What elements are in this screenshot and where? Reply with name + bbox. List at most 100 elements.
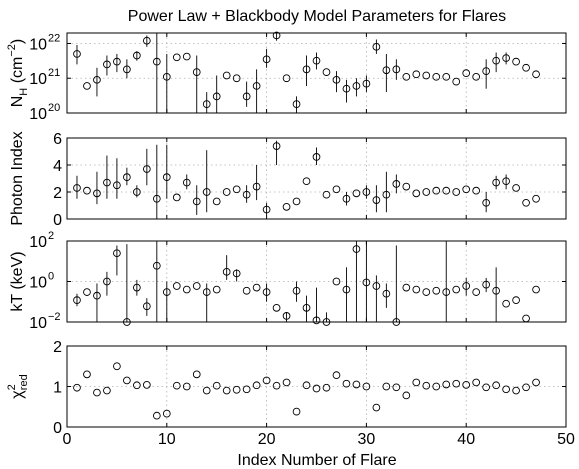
data-point [482, 67, 491, 75]
data-point [522, 314, 530, 323]
data-point [502, 299, 510, 308]
data-point [262, 376, 271, 385]
data-point [342, 379, 351, 388]
data-point [512, 386, 520, 395]
data-point [93, 75, 101, 84]
data-point [272, 381, 281, 390]
data-point [342, 285, 351, 294]
data-point [162, 173, 171, 182]
data-point [352, 380, 361, 389]
data-point [332, 75, 341, 84]
data-point [262, 55, 271, 64]
data-point [452, 77, 461, 86]
data-point [272, 142, 281, 150]
x-tick-label: 30 [358, 431, 376, 448]
y-tick-label: 6 [53, 131, 62, 148]
data-point [152, 194, 161, 203]
data-point [162, 288, 171, 296]
data-point [402, 72, 411, 81]
y-tick-label: 10 [29, 71, 47, 88]
data-point [282, 203, 291, 211]
data-point [432, 286, 441, 295]
x-tick-label: 20 [258, 431, 276, 448]
data-point [222, 71, 231, 80]
data-point [192, 282, 201, 290]
data-point [422, 288, 431, 296]
data-point [182, 178, 191, 187]
data-point [422, 188, 431, 196]
data-point [192, 197, 201, 206]
y-axis-label: Photon Index [9, 131, 26, 225]
data-point [372, 42, 381, 51]
data-point [73, 296, 81, 304]
data-point [222, 386, 231, 395]
data-point [93, 388, 101, 397]
data-point [113, 57, 121, 66]
data-point [262, 288, 271, 296]
data-point [342, 194, 351, 203]
data-point [382, 66, 391, 75]
data-point [133, 188, 141, 196]
data-point [73, 383, 81, 392]
data-point [402, 391, 411, 400]
data-point [232, 74, 241, 83]
data-point [133, 381, 141, 390]
data-point [512, 184, 520, 192]
data-point [442, 186, 451, 195]
data-point [322, 190, 331, 199]
y-axis-label: NH (cm−2) [6, 39, 30, 108]
data-point [172, 193, 181, 202]
data-point [462, 282, 471, 290]
data-point [382, 190, 391, 199]
data-point [292, 100, 301, 108]
data-point [152, 57, 161, 66]
data-point [172, 53, 181, 62]
x-tick-label: 0 [63, 431, 72, 448]
data-point [123, 318, 131, 326]
panel-chi2: 0 1 2 χ2red 0 10 20 30 40 50 [6, 339, 575, 448]
data-point [192, 68, 201, 76]
data-point [472, 72, 481, 81]
data-point [332, 371, 341, 380]
data-point [113, 181, 121, 190]
data-point [312, 384, 321, 393]
y-tick-label-exponent: 20 [48, 102, 60, 114]
data-point [502, 385, 510, 394]
data-point [502, 177, 510, 186]
data-point [362, 382, 371, 391]
data-point [113, 362, 121, 371]
data-point [362, 278, 371, 287]
y-tick-label: 0 [53, 212, 62, 229]
data-point [432, 186, 441, 195]
data-point [123, 376, 131, 385]
data-point [162, 409, 171, 418]
data-point [372, 196, 381, 204]
data-point [352, 82, 361, 90]
data-point [282, 74, 291, 83]
data-point [252, 182, 261, 191]
data-point [382, 289, 391, 298]
data-point [352, 245, 361, 253]
data-point [242, 286, 251, 295]
data-point [532, 194, 540, 203]
data-point [242, 92, 251, 101]
data-point [212, 92, 221, 101]
data-point [292, 407, 301, 416]
data-point [442, 380, 451, 389]
y-axis-label: kT (keV) [9, 251, 26, 311]
data-point [232, 385, 241, 394]
data-point [312, 56, 321, 65]
x-tick-label: 50 [557, 431, 575, 448]
data-point [142, 302, 151, 311]
data-point [252, 82, 261, 90]
data-point [252, 381, 261, 390]
data-point [392, 318, 401, 326]
data-point [222, 188, 231, 196]
data-point [412, 189, 421, 198]
data-point [452, 188, 461, 196]
y-tick-label-exponent: 21 [48, 67, 60, 79]
data-point [172, 381, 181, 390]
y-tick-label: 10 [29, 234, 47, 251]
